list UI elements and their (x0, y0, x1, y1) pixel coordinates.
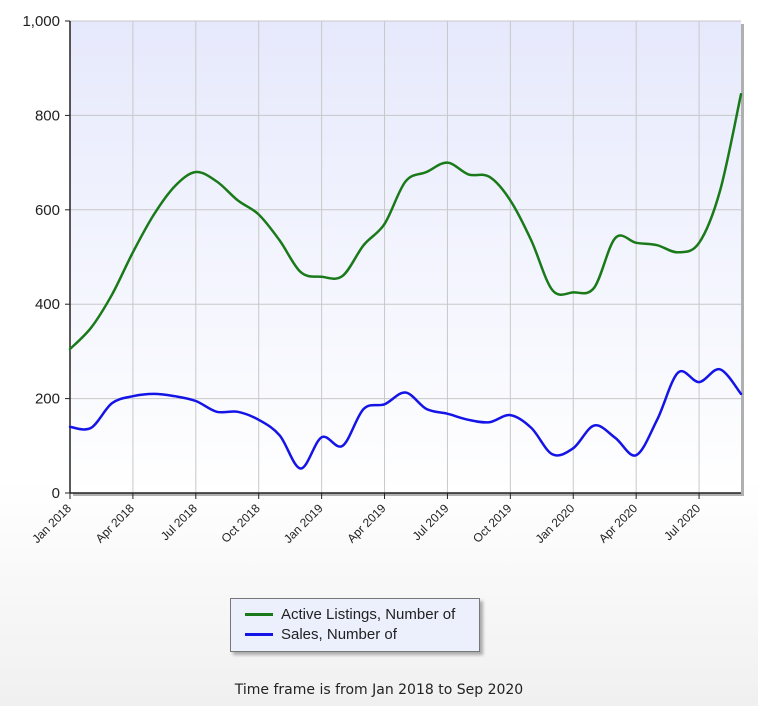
legend-swatch-active-listings (245, 612, 273, 616)
legend: Active Listings, Number of Sales, Number… (230, 598, 480, 652)
legend-swatch-sales (245, 632, 273, 636)
xtick-label: Oct 2018 (219, 501, 264, 546)
plot-area (70, 21, 741, 493)
series-line-active-listings (68, 92, 743, 351)
xtick-label: Jan 2019 (281, 501, 326, 546)
legend-item-sales: Sales, Number of (245, 624, 397, 644)
ytick-label: 800 (35, 107, 60, 124)
xtick-label: Jul 2018 (158, 501, 200, 543)
ytick-label: 400 (35, 296, 60, 313)
line-chart: 0 200 400 600 800 1,000 Jan 2018 Apr 2018 Jul 20… (22, 13, 744, 546)
ytick-label: 1,000 (22, 13, 60, 30)
legend-label-sales: Sales, Number of (281, 625, 397, 643)
ytick-label: 0 (52, 485, 60, 502)
series-line-sales (68, 368, 743, 470)
time-frame-caption: Time frame is from Jan 2018 to Sep 2020 (234, 682, 524, 698)
xtick-label: Apr 2019 (344, 501, 389, 546)
xtick-label: Apr 2018 (93, 501, 138, 546)
xtick-label: Jan 2018 (29, 501, 74, 546)
xtick-label: Apr 2020 (596, 501, 641, 546)
legend-item-active-listings: Active Listings, Number of (245, 604, 455, 624)
xtick-label: Jul 2019 (410, 501, 452, 543)
xtick-label: Jan 2020 (533, 501, 578, 546)
xtick-label: Jul 2020 (661, 501, 703, 543)
legend-label-active-listings: Active Listings, Number of (281, 605, 456, 623)
xtick-label: Oct 2019 (470, 501, 515, 546)
ytick-label: 200 (35, 391, 60, 408)
ytick-label: 600 (35, 202, 60, 219)
